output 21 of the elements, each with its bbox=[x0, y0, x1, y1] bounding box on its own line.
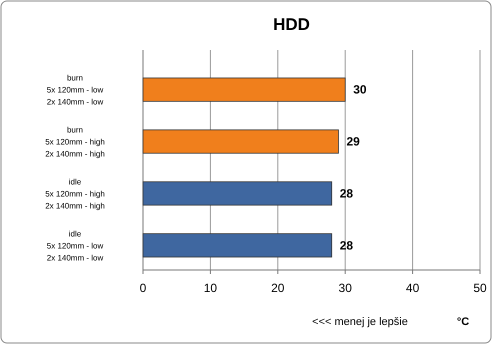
x-tick-label: 30 bbox=[338, 281, 352, 295]
data-label: 28 bbox=[340, 186, 354, 200]
y-tick-label: idle 5x 120mm - low 2x 140mm - low bbox=[46, 229, 104, 262]
x-tick-label: 20 bbox=[271, 281, 285, 295]
x-tick-label: 40 bbox=[406, 281, 420, 295]
x-tick-label: 10 bbox=[204, 281, 218, 295]
data-label: 29 bbox=[346, 134, 360, 149]
bar bbox=[142, 129, 339, 154]
bar bbox=[142, 233, 332, 258]
x-axis-title: <<< menej je lepšie bbox=[312, 316, 408, 328]
text: °C bbox=[456, 316, 470, 328]
x-tick-label: 50 bbox=[473, 281, 487, 295]
x-tick-label: 0 bbox=[140, 281, 147, 295]
chart-title: HDD bbox=[273, 15, 310, 34]
y-tick-label: idle 5x 120mm - high 2x 140mm - high bbox=[45, 177, 105, 210]
y-tick-label: burn 5x 120mm - low 2x 140mm - low bbox=[46, 74, 104, 107]
bar bbox=[142, 78, 346, 102]
y-tick-label: burn 5x 120mm - high 2x 140mm - high bbox=[45, 126, 105, 159]
data-label: 28 bbox=[340, 238, 354, 252]
data-label: 30 bbox=[353, 82, 367, 97]
bar bbox=[142, 181, 332, 206]
